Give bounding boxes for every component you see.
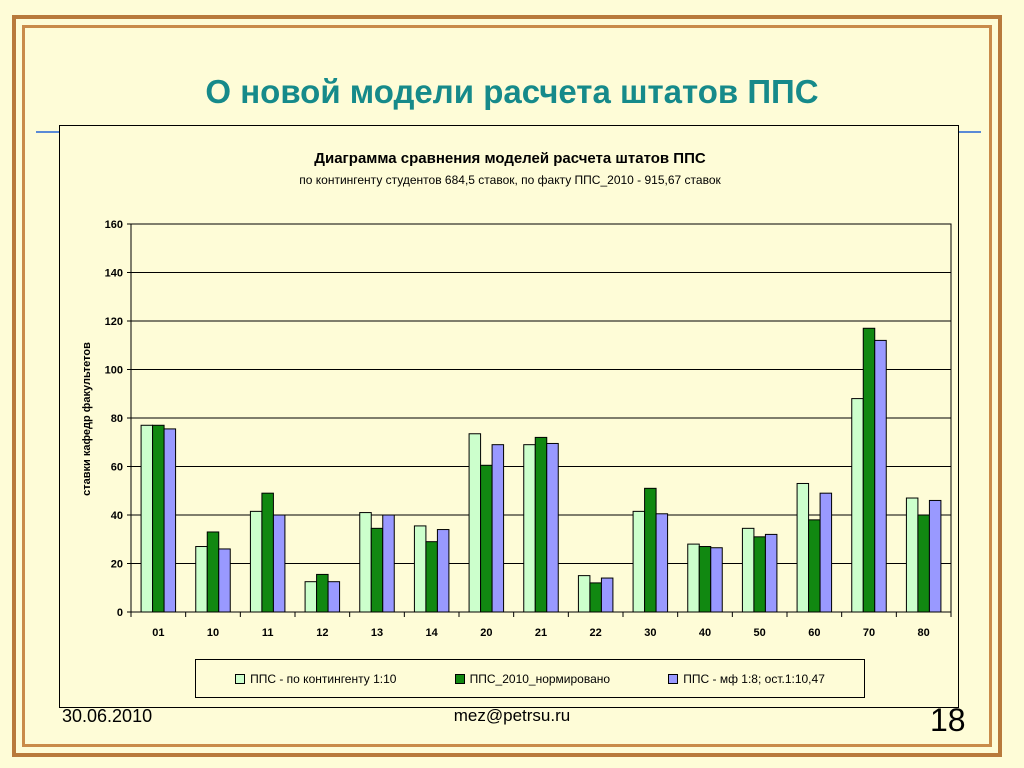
bar-80-series-3 bbox=[928, 499, 942, 613]
y-tick-label: 100 bbox=[105, 365, 123, 377]
bar-13-series-3 bbox=[382, 514, 395, 613]
bar-01-series-3 bbox=[163, 428, 177, 613]
bar-14-series-3 bbox=[436, 529, 450, 613]
x-tick-label: 70 bbox=[863, 627, 875, 639]
bar-11-series-2 bbox=[261, 492, 274, 613]
x-tick-label: 30 bbox=[644, 627, 656, 639]
x-tick-label: 10 bbox=[207, 627, 219, 639]
y-tick-label: 60 bbox=[111, 462, 123, 474]
legend-label-series-3: ППС - мф 1:8; ост.1:10,47 bbox=[683, 671, 825, 686]
bar-60-series-3 bbox=[819, 492, 833, 613]
bar-10-series-1 bbox=[195, 546, 208, 613]
x-tick-label: 80 bbox=[918, 627, 930, 639]
y-axis-label: ставки кафедр факультетов bbox=[81, 342, 93, 496]
bar-50-series-2 bbox=[753, 536, 766, 613]
legend-item-series-1: ППС - по контингенту 1:10 bbox=[235, 672, 396, 686]
y-tick-label: 160 bbox=[105, 219, 123, 231]
bar-22-series-1 bbox=[577, 575, 591, 613]
bar-70-series-3 bbox=[874, 339, 887, 613]
bar-30-series-1 bbox=[632, 510, 646, 613]
x-tick-label: 40 bbox=[699, 627, 711, 639]
bar-01-series-1 bbox=[140, 424, 154, 613]
legend-label-series-2: ППС_2010_нормировано bbox=[469, 671, 611, 686]
bar-13-series-1 bbox=[359, 512, 372, 613]
y-tick-label: 40 bbox=[111, 510, 123, 522]
bar-20-series-1 bbox=[468, 433, 482, 613]
y-tick-label: 140 bbox=[105, 268, 123, 280]
bar-50-series-3 bbox=[764, 533, 778, 613]
bar-14-series-1 bbox=[413, 525, 427, 613]
bar-70-series-2 bbox=[862, 327, 876, 613]
bar-10-series-2 bbox=[206, 531, 220, 613]
bar-21-series-3 bbox=[546, 442, 559, 613]
legend-item-series-2: ППС_2010_нормировано bbox=[454, 671, 611, 686]
bar-13-series-2 bbox=[370, 527, 384, 613]
y-tick-label: 20 bbox=[111, 559, 123, 571]
bar-70-series-1 bbox=[851, 398, 864, 613]
legend-item-series-3: ППС - мф 1:8; ост.1:10,47 bbox=[668, 672, 825, 686]
bar-80-series-2 bbox=[917, 514, 930, 613]
legend-label-series-1: ППС - по контингенту 1:10 bbox=[250, 671, 397, 686]
x-tick-label: 21 bbox=[535, 627, 547, 639]
chart-subtitle: по контингенту студентов 684,5 ставок, п… bbox=[299, 173, 721, 187]
bar-40-series-3 bbox=[710, 547, 723, 613]
bar-22-series-3 bbox=[600, 577, 614, 613]
bar-80-series-1 bbox=[905, 497, 919, 613]
bar-22-series-2 bbox=[589, 582, 602, 613]
x-tick-label: 20 bbox=[480, 627, 492, 639]
page-number: 18 bbox=[930, 702, 966, 738]
bar-30-series-3 bbox=[655, 513, 669, 613]
y-tick-label: 80 bbox=[111, 413, 123, 425]
footer-date: 30.06.2010 bbox=[62, 706, 153, 726]
bar-20-series-3 bbox=[491, 444, 505, 613]
legend-swatch-series-2 bbox=[454, 673, 465, 684]
slide-outer-frame bbox=[12, 15, 1002, 757]
bar-21-series-1 bbox=[523, 444, 536, 613]
y-tick-label: 120 bbox=[105, 316, 123, 328]
chart-legend: ППС - по контингенту 1:10 ППС_2010_норми… bbox=[195, 659, 865, 698]
x-tick-label: 12 bbox=[316, 627, 328, 639]
x-tick-label: 14 bbox=[426, 627, 439, 639]
bar-50-series-1 bbox=[741, 527, 755, 613]
slide-title: О новой модели расчета штатов ППС bbox=[205, 73, 819, 110]
x-tick-label: 13 bbox=[371, 627, 383, 639]
chart-title: Диаграмма сравнения моделей расчета штат… bbox=[314, 150, 706, 167]
bar-40-series-1 bbox=[687, 543, 700, 613]
bar-11-series-3 bbox=[272, 514, 286, 613]
bar-11-series-1 bbox=[249, 510, 263, 613]
footer-email[interactable]: mez@petrsu.ru bbox=[453, 706, 571, 725]
bar-12-series-3 bbox=[327, 581, 341, 613]
bar-chart: ставки кафедр факультетов 02040608010012… bbox=[81, 219, 952, 639]
bar-01-series-2 bbox=[152, 424, 165, 613]
bar-10-series-3 bbox=[218, 548, 231, 613]
bar-40-series-2 bbox=[698, 546, 712, 613]
bar-12-series-2 bbox=[316, 573, 329, 613]
bar-20-series-2 bbox=[480, 464, 493, 613]
bar-21-series-2 bbox=[534, 436, 548, 613]
bar-12-series-1 bbox=[304, 581, 318, 613]
x-tick-label: 01 bbox=[152, 627, 164, 639]
x-tick-label: 11 bbox=[262, 627, 274, 639]
x-tick-label: 60 bbox=[808, 627, 820, 639]
bar-60-series-1 bbox=[796, 482, 810, 613]
legend-swatch-series-1 bbox=[235, 673, 246, 684]
chart-area: Диаграмма сравнения моделей расчета штат… bbox=[59, 125, 959, 708]
x-tick-label: 22 bbox=[590, 627, 602, 639]
legend-swatch-series-3 bbox=[668, 673, 679, 684]
y-tick-label: 0 bbox=[117, 607, 123, 619]
x-tick-label: 50 bbox=[754, 627, 766, 639]
bar-30-series-2 bbox=[644, 487, 657, 613]
bar-14-series-2 bbox=[425, 541, 438, 613]
slide-inner-frame bbox=[22, 25, 992, 747]
bar-60-series-2 bbox=[808, 519, 821, 613]
